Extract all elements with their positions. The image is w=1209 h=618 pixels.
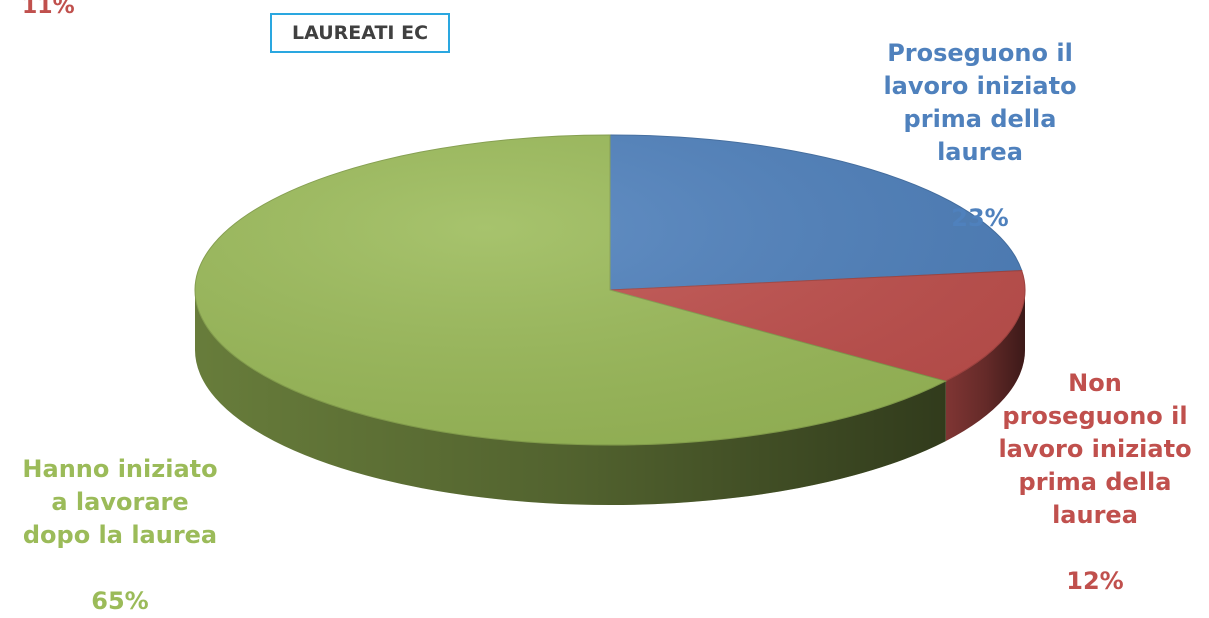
pie-top-layer [194, 134, 1026, 446]
slice-label-red: Non proseguono il lavoro iniziato prima … [990, 334, 1200, 598]
pie-top-gloss [195, 135, 1025, 445]
slice-label-text: Hanno iniziato a lavorare dopo la laurea [22, 455, 218, 549]
pie-side-shade-2 [195, 290, 946, 505]
slice-label-value: 23% [951, 204, 1009, 232]
slice-label-text: Proseguono il lavoro iniziato prima dell… [883, 39, 1077, 166]
slice-label-blue: Proseguono il lavoro iniziato prima dell… [860, 4, 1100, 235]
slice-label-green: Hanno iniziato a lavorare dopo la laurea… [0, 420, 240, 618]
pie-side-shade-1 [945, 290, 1025, 442]
slice-label-value: 65% [91, 587, 149, 615]
slice-label-value: 12% [1066, 567, 1124, 595]
chart-title: LAUREATI EC [270, 13, 450, 53]
slice-label-text: Non proseguono il lavoro iniziato prima … [998, 369, 1192, 529]
pie-side-layer [195, 290, 1025, 505]
partial-percentage-label: 11% [22, 0, 75, 19]
